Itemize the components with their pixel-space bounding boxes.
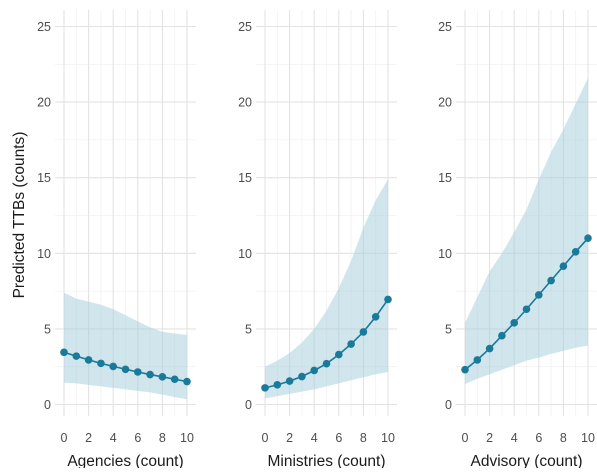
panel-agencies-x-tick-label: 4 xyxy=(110,431,117,445)
panel-ministries-data-point xyxy=(310,366,319,375)
panel-advisory-x-tick-label: 8 xyxy=(560,431,567,445)
panel-agencies-y-tick-label: 5 xyxy=(44,322,51,336)
panel-agencies-data-point xyxy=(158,373,167,381)
panel-ministries-data-point xyxy=(371,313,380,321)
panel-advisory-data-point xyxy=(522,305,531,314)
panel-ministries-y-tick-label: 5 xyxy=(245,322,252,336)
panel-agencies-x-tick-label: 6 xyxy=(134,431,141,445)
panel-ministries-confidence-ribbon xyxy=(265,179,388,399)
panel-agencies-x-tick-label: 0 xyxy=(61,431,68,445)
panel-ministries-x-axis-title: Ministries (count) xyxy=(268,453,386,468)
panel-ministries-data-point xyxy=(384,295,392,304)
panel-advisory-data-point xyxy=(571,247,580,256)
panel-ministries-x-tick-label: 6 xyxy=(335,431,342,445)
panel-agencies-x-tick-label: 2 xyxy=(85,431,92,445)
panel-advisory-data-point xyxy=(547,276,555,285)
panel-ministries-x-tick-label: 2 xyxy=(286,431,293,445)
panel-advisory-data-point xyxy=(461,365,469,374)
panel-agencies-x-axis-title: Agencies (count) xyxy=(67,453,183,468)
panel-agencies-data-point xyxy=(84,356,93,364)
panel-agencies-x-tick-label: 10 xyxy=(180,431,194,445)
panel-agencies-data-point xyxy=(109,362,117,371)
panel-advisory-y-tick-label: 25 xyxy=(438,20,452,34)
panel-ministries-y-tick-label: 15 xyxy=(238,171,252,185)
panel-advisory-y-tick-label: 10 xyxy=(438,247,452,261)
panel-ministries-y-tick-label: 25 xyxy=(238,20,252,34)
panel-advisory-data-point xyxy=(485,344,494,353)
panel-ministries-data-point xyxy=(273,381,282,389)
panel-advisory-y-tick-label: 0 xyxy=(445,398,452,412)
panel-advisory-y-tick-label: 5 xyxy=(445,322,452,336)
panel-advisory-data-point xyxy=(584,234,592,242)
y-axis-title: Predicted TTBs (counts) xyxy=(11,132,28,299)
panel-ministries-data-point xyxy=(359,328,368,336)
panel-advisory-x-tick-label: 6 xyxy=(535,431,542,445)
panel-agencies-data-point xyxy=(72,352,81,360)
panel-advisory-x-tick-label: 4 xyxy=(511,431,518,445)
panel-agencies-data-point xyxy=(134,368,142,376)
panel-ministries-x-tick-label: 10 xyxy=(381,431,395,445)
panel-agencies-y-tick-label: 10 xyxy=(37,247,51,261)
panel-ministries-data-point xyxy=(261,384,269,392)
panel-agencies-confidence-ribbon xyxy=(64,292,187,400)
panel-advisory-data-point xyxy=(535,291,543,299)
panel-ministries-data-point xyxy=(298,372,306,381)
panel-advisory-data-point xyxy=(498,331,506,340)
panel-advisory-x-tick-label: 2 xyxy=(486,431,493,445)
panel-ministries-data-point xyxy=(335,350,343,359)
panel-ministries-x-tick-label: 8 xyxy=(360,431,367,445)
panel-agencies-data-point xyxy=(121,365,130,374)
panel-advisory-x-tick-label: 10 xyxy=(581,431,595,445)
panel-advisory-x-axis-title: Advisory (count) xyxy=(471,453,583,468)
panel-agencies-y-tick-label: 0 xyxy=(44,398,51,412)
panel-advisory-y-tick-label: 20 xyxy=(438,96,452,110)
panel-ministries-x-tick-label: 4 xyxy=(311,431,318,445)
panel-advisory-x-tick-label: 0 xyxy=(462,431,469,445)
panel-ministries-data-point xyxy=(347,340,355,348)
panel-ministries-y-tick-label: 10 xyxy=(238,247,252,261)
panel-agencies-data-point xyxy=(60,348,68,357)
panel-agencies-data-point xyxy=(183,377,191,386)
panel-ministries-x-tick-label: 0 xyxy=(262,431,269,445)
panel-advisory-y-tick-label: 15 xyxy=(438,171,452,185)
panel-advisory-data-point xyxy=(510,319,518,327)
panel-ministries-data-point xyxy=(285,377,294,385)
panel-advisory-data-point xyxy=(559,262,568,270)
panel-advisory-confidence-ribbon xyxy=(465,77,588,385)
panel-agencies-data-point xyxy=(97,359,105,368)
panel-ministries-y-tick-label: 20 xyxy=(238,96,252,110)
panel-advisory-data-point xyxy=(473,356,482,364)
panel-agencies-data-point xyxy=(146,370,154,379)
panel-agencies-y-tick-label: 20 xyxy=(37,96,51,110)
panel-ministries-y-tick-label: 0 xyxy=(245,398,252,412)
panel-agencies-x-tick-label: 8 xyxy=(159,431,166,445)
panel-agencies-y-tick-label: 25 xyxy=(37,20,51,34)
panel-ministries-data-point xyxy=(322,359,331,368)
panel-agencies-y-tick-label: 15 xyxy=(37,171,51,185)
panel-agencies-data-point xyxy=(170,375,179,384)
